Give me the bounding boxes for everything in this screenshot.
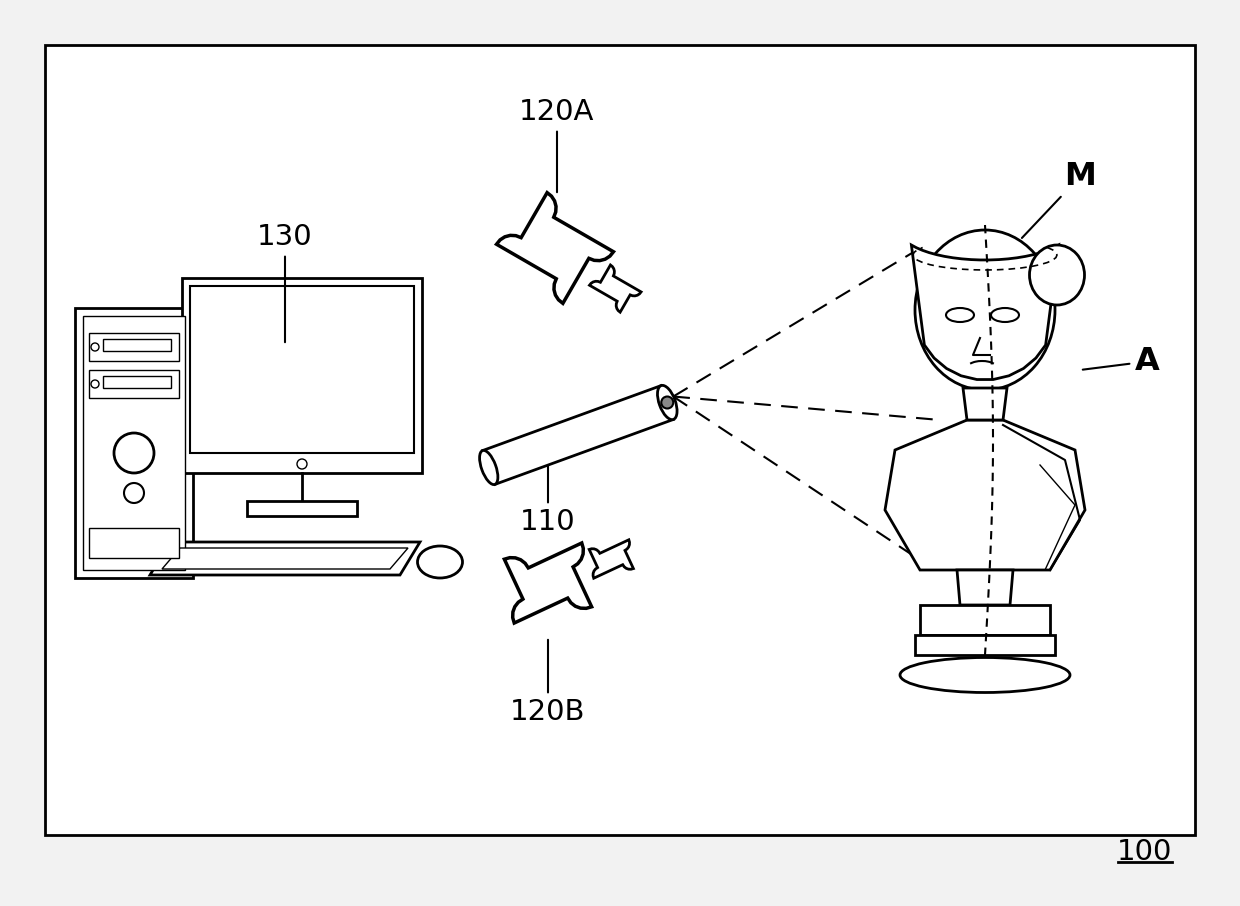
FancyBboxPatch shape bbox=[190, 286, 414, 453]
Circle shape bbox=[91, 343, 99, 351]
Circle shape bbox=[298, 459, 308, 469]
Polygon shape bbox=[150, 542, 420, 575]
Text: 100: 100 bbox=[1117, 838, 1173, 866]
Circle shape bbox=[661, 397, 673, 409]
Ellipse shape bbox=[1029, 245, 1085, 305]
FancyBboxPatch shape bbox=[89, 528, 179, 558]
Text: 110: 110 bbox=[521, 453, 575, 536]
Text: 130: 130 bbox=[257, 223, 312, 342]
Polygon shape bbox=[162, 548, 408, 569]
Ellipse shape bbox=[418, 546, 463, 578]
Text: M: M bbox=[1022, 161, 1096, 238]
Polygon shape bbox=[957, 570, 1013, 605]
Circle shape bbox=[91, 380, 99, 388]
Ellipse shape bbox=[915, 230, 1055, 390]
FancyBboxPatch shape bbox=[83, 316, 185, 570]
Bar bbox=[45, 45, 1195, 835]
FancyBboxPatch shape bbox=[182, 278, 422, 473]
Ellipse shape bbox=[946, 308, 973, 322]
FancyBboxPatch shape bbox=[103, 339, 171, 351]
FancyBboxPatch shape bbox=[89, 370, 179, 398]
Polygon shape bbox=[505, 543, 591, 623]
Text: 120B: 120B bbox=[510, 640, 585, 726]
Polygon shape bbox=[482, 386, 673, 485]
Ellipse shape bbox=[480, 450, 498, 485]
Text: A: A bbox=[1083, 346, 1159, 377]
Ellipse shape bbox=[991, 308, 1019, 322]
Ellipse shape bbox=[657, 385, 677, 419]
Text: 120A: 120A bbox=[520, 98, 595, 192]
Polygon shape bbox=[589, 540, 634, 578]
Ellipse shape bbox=[900, 658, 1070, 692]
Polygon shape bbox=[496, 193, 614, 304]
FancyBboxPatch shape bbox=[247, 501, 357, 516]
Polygon shape bbox=[963, 388, 1007, 420]
FancyBboxPatch shape bbox=[920, 605, 1050, 635]
FancyBboxPatch shape bbox=[89, 333, 179, 361]
Circle shape bbox=[124, 483, 144, 503]
Polygon shape bbox=[911, 245, 1059, 380]
Circle shape bbox=[114, 433, 154, 473]
FancyBboxPatch shape bbox=[103, 376, 171, 388]
Polygon shape bbox=[885, 420, 1085, 570]
FancyBboxPatch shape bbox=[915, 635, 1055, 655]
FancyBboxPatch shape bbox=[74, 308, 193, 578]
Polygon shape bbox=[589, 265, 641, 313]
